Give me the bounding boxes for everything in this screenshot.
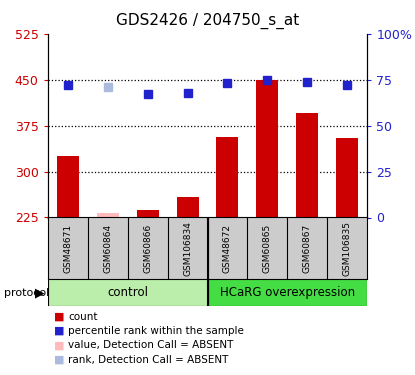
Text: rank, Detection Call = ABSENT: rank, Detection Call = ABSENT	[68, 355, 229, 364]
Text: GSM48671: GSM48671	[63, 224, 72, 273]
Text: ■: ■	[54, 312, 64, 322]
Text: ■: ■	[54, 326, 64, 336]
Text: GSM106834: GSM106834	[183, 221, 192, 276]
Text: GSM60865: GSM60865	[263, 224, 272, 273]
Bar	[97, 213, 119, 217]
Text: ■: ■	[54, 340, 64, 350]
Bar	[217, 136, 239, 218]
Bar	[208, 279, 367, 306]
Text: control: control	[107, 286, 148, 299]
Text: value, Detection Call = ABSENT: value, Detection Call = ABSENT	[68, 340, 234, 350]
Text: GDS2426 / 204750_s_at: GDS2426 / 204750_s_at	[116, 13, 299, 29]
Bar	[176, 197, 198, 217]
Bar	[137, 210, 159, 218]
Text: GSM60866: GSM60866	[143, 224, 152, 273]
Bar	[256, 80, 278, 218]
Text: GSM106835: GSM106835	[343, 221, 352, 276]
Text: ▶: ▶	[35, 286, 45, 299]
Text: GSM60867: GSM60867	[303, 224, 312, 273]
Bar	[296, 113, 318, 218]
Text: ■: ■	[54, 355, 64, 364]
Text: GSM60864: GSM60864	[103, 224, 112, 273]
Text: count: count	[68, 312, 98, 322]
Text: protocol: protocol	[4, 288, 49, 297]
Text: GSM48672: GSM48672	[223, 224, 232, 273]
Bar	[57, 156, 79, 218]
Text: HCaRG overexpression: HCaRG overexpression	[220, 286, 355, 299]
Bar	[336, 138, 358, 218]
Text: percentile rank within the sample: percentile rank within the sample	[68, 326, 244, 336]
Bar	[48, 279, 208, 306]
